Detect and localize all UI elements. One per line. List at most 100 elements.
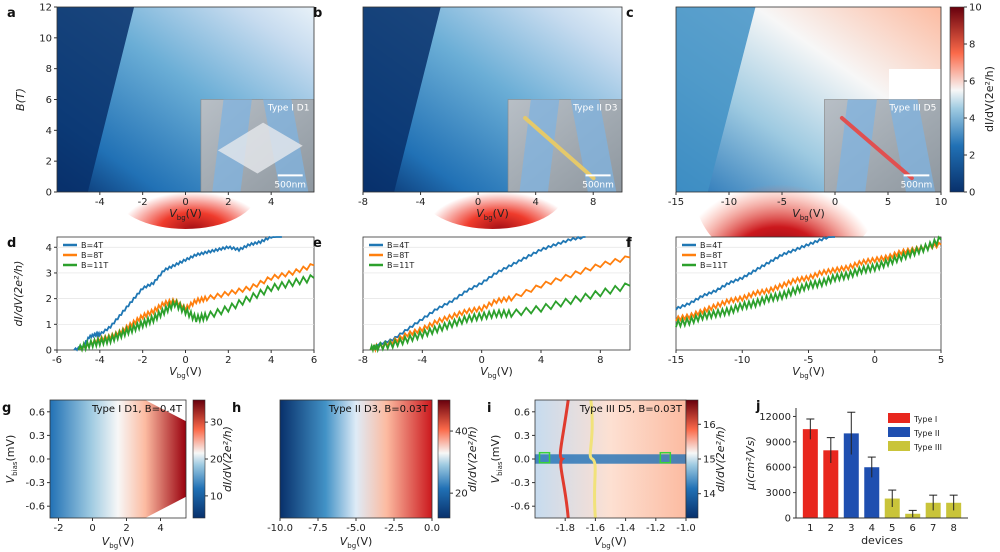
j-ytick-label: 0 bbox=[785, 514, 791, 525]
a-inset-flake bbox=[217, 122, 303, 174]
i-plot-title: Type III D5, B=0.03T bbox=[579, 404, 683, 415]
i-zero-bias-band bbox=[535, 454, 686, 464]
c-xlabel: Vbg(V) bbox=[792, 207, 825, 222]
e-series-line-B=11T bbox=[369, 282, 631, 354]
a-xtick-label: 0 bbox=[182, 197, 188, 208]
j-xtick-label: 8 bbox=[950, 523, 956, 534]
g-ytick-label: -0.3 bbox=[25, 478, 45, 489]
f-xtick-label: 5 bbox=[938, 355, 944, 366]
h-colorbar bbox=[437, 399, 451, 519]
c-inset-nanowire bbox=[839, 116, 914, 181]
a-ytick-label: 4 bbox=[46, 126, 52, 137]
c-colorbar-tick-label: 10 bbox=[969, 3, 982, 14]
f-xtick-label: -15 bbox=[668, 355, 684, 366]
j-legend-label: Type II bbox=[913, 429, 940, 438]
i-ytick-label: 0.3 bbox=[514, 431, 530, 442]
f-legend-label: B=11T bbox=[700, 261, 727, 270]
e-panel-label: e bbox=[313, 236, 322, 251]
a-inset-title: Type I D1 bbox=[267, 104, 310, 114]
h-xtick-label: -5.0 bbox=[346, 523, 366, 534]
c-heatmap-blank-patch bbox=[889, 69, 941, 99]
j-legend-label: Type III bbox=[913, 443, 942, 452]
h-xtick-label: -2.5 bbox=[384, 523, 404, 534]
a-inset-scale-bar-label: 500nm bbox=[274, 180, 306, 190]
c-inset-title: Type III D5 bbox=[888, 104, 936, 114]
e-xlabel: Vbg(V) bbox=[480, 365, 513, 380]
i-ytick-label: 0.0 bbox=[514, 455, 530, 466]
g-ytick-label: -0.6 bbox=[25, 502, 45, 513]
g-ytick-label: 0.3 bbox=[29, 431, 45, 442]
i-xtick-label: -1.6 bbox=[586, 523, 606, 534]
g-ytick-label: 0.6 bbox=[29, 407, 45, 418]
j-bar-device-5 bbox=[884, 498, 900, 518]
i-ylabel: Vbias(mV) bbox=[489, 435, 504, 484]
d-xtick-label: 4 bbox=[268, 355, 274, 366]
c-colorbar-tick-label: 2 bbox=[969, 151, 975, 162]
a-ytick-label: 0 bbox=[46, 188, 52, 199]
h-colorbar-label: dI/dV(2e²/h) bbox=[466, 426, 479, 492]
h-colorbar-tick-label: 40 bbox=[455, 427, 468, 438]
i-colorbar-label: dI/dV(2e²/h) bbox=[714, 426, 727, 492]
j-legend-swatch bbox=[888, 441, 910, 451]
d-xtick-label: -4 bbox=[95, 355, 105, 366]
d-plot-background bbox=[57, 237, 314, 350]
g-xtick-label: 0 bbox=[89, 523, 95, 534]
g-colorbar-tick-label: 10 bbox=[210, 491, 223, 502]
i-colorbar-tick-label: 15 bbox=[703, 455, 716, 466]
h-xlabel: Vbg(V) bbox=[340, 535, 373, 550]
b-panel-label: b bbox=[313, 6, 322, 21]
j-xtick-label: 5 bbox=[889, 523, 895, 534]
b-xtick-label: 0 bbox=[475, 197, 481, 208]
i-colorbar-tick-label: 16 bbox=[703, 420, 716, 431]
b-inset-electrode-right bbox=[570, 99, 617, 192]
b-inset-title: Type II D3 bbox=[572, 104, 617, 114]
e-legend-label: B=4T bbox=[387, 241, 409, 250]
d-legend-label: B=8T bbox=[81, 251, 103, 260]
g-plot-title: Type I D1, B=0.4T bbox=[91, 404, 183, 415]
b-xlabel: Vbg(V) bbox=[476, 207, 509, 222]
c-xtick-label: -15 bbox=[668, 197, 684, 208]
c-colorbar-tick-label: 8 bbox=[969, 40, 975, 51]
c-inset-scale-bar-label: 500nm bbox=[901, 180, 933, 190]
d-xtick-label: 2 bbox=[225, 355, 231, 366]
g-xlabel: Vbg(V) bbox=[102, 535, 135, 550]
c-inset-electrode-right bbox=[888, 99, 936, 192]
c-xtick-label: 10 bbox=[935, 197, 948, 208]
c-colorbar-tick-label: 4 bbox=[969, 114, 975, 125]
d-xtick-label: -2 bbox=[138, 355, 148, 366]
g-heatmap-field bbox=[50, 400, 186, 518]
c-colorbar bbox=[949, 6, 965, 193]
b-inset-nanowire bbox=[523, 116, 596, 181]
a-ytick-label: 10 bbox=[39, 33, 52, 44]
i-panel-label: i bbox=[487, 401, 491, 416]
h-panel-label: h bbox=[232, 401, 241, 416]
h-plot-title: Type II D3, B=0.03T bbox=[328, 404, 429, 415]
f-series-line-B=8T bbox=[675, 241, 942, 323]
f-series-line-B=11T bbox=[675, 235, 942, 329]
e-xtick-label: -4 bbox=[417, 355, 427, 366]
j-panel-label: j bbox=[755, 399, 760, 414]
e-xtick-label: 8 bbox=[597, 355, 603, 366]
j-ytick-label: 6000 bbox=[766, 463, 791, 474]
d-xlabel: Vbg(V) bbox=[169, 365, 202, 380]
c-panel-label: c bbox=[626, 6, 634, 21]
i-ytick-label: -0.6 bbox=[510, 502, 530, 513]
c-colorbar-tick-label: 0 bbox=[969, 188, 975, 199]
e-legend-label: B=8T bbox=[387, 251, 409, 260]
e-axes-frame bbox=[362, 236, 631, 351]
d-ytick-label: 3 bbox=[46, 268, 52, 279]
a-xtick-label: -4 bbox=[95, 197, 105, 208]
j-legend-swatch bbox=[888, 413, 910, 423]
h-xtick-label: -7.5 bbox=[308, 523, 328, 534]
j-xtick-label: 3 bbox=[848, 523, 854, 534]
c-xtick-label: 5 bbox=[885, 197, 891, 208]
h-xtick-label: -10.0 bbox=[267, 523, 293, 534]
g-blank-top bbox=[145, 400, 186, 422]
d-ytick-label: 4 bbox=[46, 243, 52, 254]
f-xtick-label: -5 bbox=[804, 355, 814, 366]
b-inset-scale-bar-label: 500nm bbox=[582, 180, 614, 190]
f-series-line-B=4T bbox=[675, 236, 835, 311]
b-xtick-label: -8 bbox=[358, 197, 368, 208]
b-axes-frame bbox=[362, 6, 623, 193]
